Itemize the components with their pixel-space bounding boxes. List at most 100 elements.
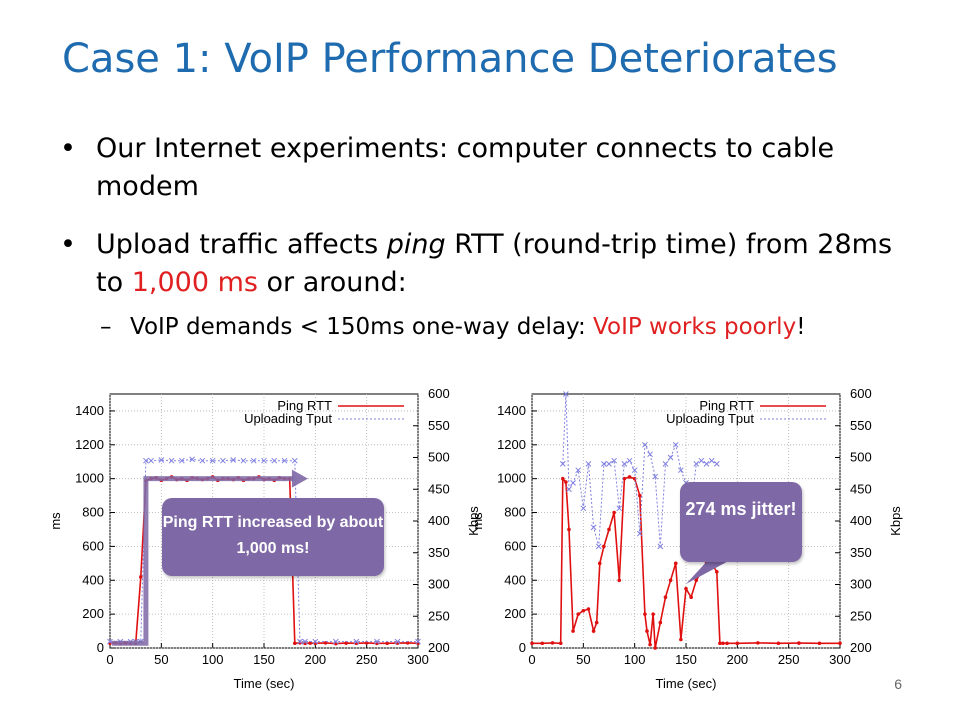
upload-tput-point	[189, 456, 195, 463]
upload-tput-marker	[297, 638, 303, 645]
upload-tput-marker	[626, 457, 633, 464]
upload-tput-point	[148, 457, 154, 464]
upload-tput-point	[667, 454, 674, 461]
x-axis-label: Time (sec)	[656, 676, 717, 691]
upload-tput-marker	[209, 457, 216, 464]
upload-tput-marker	[713, 460, 720, 467]
upload-tput-marker	[566, 486, 572, 493]
y2-tick-label: 300	[428, 577, 450, 592]
sub-bullet-text: VoIP demands < 150ms one-way delay:	[130, 314, 594, 340]
sub-bullet-highlight: VoIP works poorly	[593, 314, 797, 340]
y2-tick-label: 450	[850, 481, 872, 496]
upload-tput-marker	[271, 457, 278, 464]
y-axis-label: ms	[48, 512, 63, 530]
upload-tput-point	[647, 451, 653, 458]
upload-tput-point	[199, 457, 206, 464]
x-tick-label: 0	[528, 652, 535, 667]
upload-tput-point	[626, 457, 633, 464]
ping-rtt-point	[550, 641, 555, 645]
upload-tput-point	[566, 486, 572, 493]
upload-tput-marker	[240, 457, 247, 464]
upload-tput-marker	[611, 457, 617, 464]
ping-rtt-point	[385, 641, 390, 646]
sub-bullet-item: – VoIP demands < 150ms one-way delay: Vo…	[60, 310, 910, 344]
y2-tick-label: 250	[428, 608, 450, 623]
upload-tput-point	[240, 457, 247, 464]
upload-tput-point	[703, 460, 710, 467]
upload-tput-marker	[647, 451, 653, 458]
y-tick-label: 400	[82, 572, 104, 587]
upload-tput-point	[281, 457, 288, 464]
upload-tput-marker	[168, 457, 175, 464]
upload-tput-marker	[230, 457, 237, 463]
y2-tick-label: 200	[850, 640, 872, 655]
ping-rtt-point	[679, 637, 683, 642]
x-tick-label: 0	[106, 652, 113, 667]
y-tick-label: 600	[504, 538, 526, 553]
ping-rtt-point	[797, 641, 801, 645]
upload-tput-marker	[652, 473, 659, 480]
upload-tput-point	[575, 467, 582, 474]
ping-rtt-point	[627, 475, 632, 479]
upload-tput-point	[678, 467, 684, 474]
y2-tick-label: 400	[428, 513, 450, 528]
upload-tput-point	[601, 460, 607, 467]
ping-rtt-point	[617, 578, 622, 583]
y-tick-label: 200	[82, 606, 104, 621]
ping-rtt-point	[689, 595, 693, 599]
bullet-text: Upload traffic affects ping RTT (round-t…	[96, 229, 892, 298]
upload-tput-point	[353, 638, 360, 645]
upload-tput-marker	[312, 638, 319, 645]
upload-tput-point	[374, 638, 380, 645]
ping-rtt-point	[586, 607, 591, 611]
ping-rtt-point	[718, 641, 722, 646]
legend-label: Ping RTT	[699, 398, 754, 413]
ping-rtt-point	[576, 612, 580, 616]
y-tick-label: 1400	[75, 403, 104, 418]
ping-rtt-point	[663, 595, 668, 599]
upload-tput-point	[631, 467, 638, 474]
upload-tput-marker	[415, 638, 421, 645]
upload-tput-point	[271, 457, 278, 464]
upload-tput-marker	[703, 460, 710, 467]
y-tick-label: 1200	[75, 437, 104, 452]
y-tick-label: 400	[504, 572, 526, 587]
ping-rtt-point	[622, 476, 627, 481]
upload-tput-point	[713, 460, 720, 467]
upload-tput-point	[297, 638, 303, 645]
upload-tput-point	[179, 457, 185, 464]
y-tick-label: 1000	[75, 471, 104, 486]
x-tick-label: 150	[253, 652, 275, 667]
ping-rtt-point	[721, 641, 725, 646]
ping-rtt-point	[571, 629, 575, 633]
y-tick-label: 1000	[497, 471, 526, 486]
upload-tput-marker	[657, 543, 664, 550]
ping-rtt-point	[293, 641, 297, 646]
upload-tput-marker	[606, 460, 612, 467]
highlight-arrow-head	[291, 469, 308, 488]
upload-tput-point	[585, 460, 592, 467]
y-tick-label: 1400	[497, 403, 526, 418]
ping-rtt-point	[668, 578, 673, 583]
ping-rtt-point	[653, 646, 657, 650]
ping-rtt-point	[564, 480, 568, 484]
upload-tput-marker	[559, 460, 566, 467]
ping-rtt-point	[725, 641, 729, 646]
upload-tput-marker	[333, 638, 339, 645]
x-tick-label: 100	[624, 652, 646, 667]
ping-rtt-point	[139, 575, 143, 579]
upload-tput-point	[606, 460, 612, 467]
upload-tput-point	[672, 441, 679, 448]
upload-tput-marker	[693, 460, 700, 467]
y2-tick-label: 250	[850, 608, 872, 623]
legend-label: Ping RTT	[277, 398, 332, 413]
x-tick-label: 200	[726, 652, 748, 667]
legend-label: Uploading Tput	[666, 411, 754, 426]
x-tick-label: 100	[202, 652, 224, 667]
upload-tput-point	[158, 457, 165, 463]
ping-rtt-point	[308, 641, 313, 645]
upload-tput-marker	[667, 454, 674, 461]
upload-tput-marker	[143, 457, 149, 464]
y-tick-label: 600	[82, 538, 104, 553]
upload-tput-point	[302, 638, 308, 645]
